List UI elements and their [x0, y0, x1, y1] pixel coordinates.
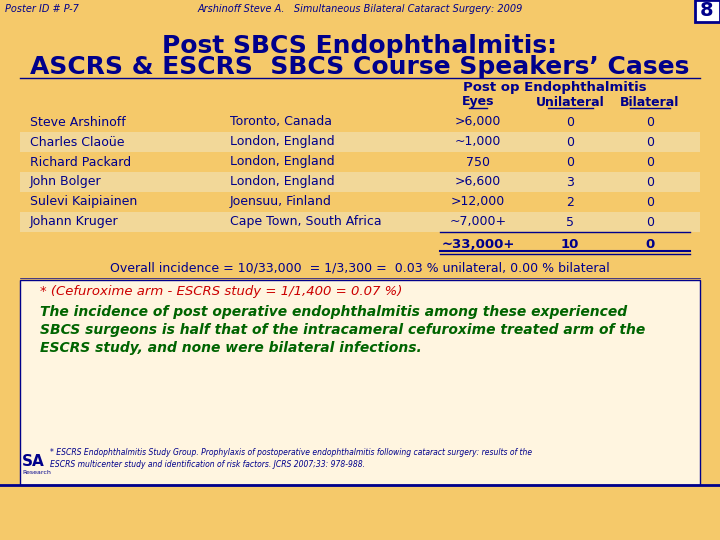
Text: Toronto, Canada: Toronto, Canada: [230, 116, 332, 129]
Text: SBCS surgeons is half that of the intracameral cefuroxime treated arm of the: SBCS surgeons is half that of the intrac…: [40, 323, 645, 337]
Text: Arshinoff Steve A.   Simultaneous Bilateral Cataract Surgery: 2009: Arshinoff Steve A. Simultaneous Bilatera…: [197, 4, 523, 14]
Text: London, England: London, England: [230, 156, 335, 168]
Text: Bilateral: Bilateral: [621, 96, 680, 109]
Text: Charles Claoüe: Charles Claoüe: [30, 136, 125, 148]
Text: 0: 0: [566, 156, 574, 168]
Text: >6,600: >6,600: [455, 176, 501, 188]
Text: ~1,000: ~1,000: [455, 136, 501, 148]
Text: Eyes: Eyes: [462, 96, 494, 109]
Text: London, England: London, England: [230, 136, 335, 148]
Text: 0: 0: [646, 195, 654, 208]
Text: Sulevi Kaipiainen: Sulevi Kaipiainen: [30, 195, 138, 208]
Text: * (Cefuroxime arm - ESCRS study = 1/1,400 = 0.07 %): * (Cefuroxime arm - ESCRS study = 1/1,40…: [40, 285, 402, 298]
Text: 0: 0: [566, 116, 574, 129]
Text: John Bolger: John Bolger: [30, 176, 102, 188]
FancyBboxPatch shape: [20, 280, 700, 485]
Text: The incidence of post operative endophthalmitis among these experienced: The incidence of post operative endophth…: [40, 305, 627, 319]
Text: Cape Town, South Africa: Cape Town, South Africa: [230, 215, 382, 228]
Text: Post op Endophthalmitis: Post op Endophthalmitis: [463, 82, 647, 94]
Text: 10: 10: [561, 238, 579, 251]
Text: ESCRS study, and none were bilateral infections.: ESCRS study, and none were bilateral inf…: [40, 341, 422, 355]
Text: Joensuu, Finland: Joensuu, Finland: [230, 195, 332, 208]
FancyBboxPatch shape: [20, 132, 700, 152]
Text: ESCRS multicenter study and identification of risk factors. JCRS 2007;33: 978-98: ESCRS multicenter study and identificati…: [50, 460, 365, 469]
Text: Richard Packard: Richard Packard: [30, 156, 131, 168]
Text: ~33,000+: ~33,000+: [441, 238, 515, 251]
Text: ~7,000+: ~7,000+: [449, 215, 507, 228]
Text: 5: 5: [566, 215, 574, 228]
Text: >6,000: >6,000: [455, 116, 501, 129]
Text: Steve Arshinoff: Steve Arshinoff: [30, 116, 126, 129]
Text: ASCRS & ESCRS  SBCS Course Speakers’ Cases: ASCRS & ESCRS SBCS Course Speakers’ Case…: [30, 55, 690, 79]
Text: Post SBCS Endophthalmitis:: Post SBCS Endophthalmitis:: [163, 34, 557, 58]
Text: London, England: London, England: [230, 176, 335, 188]
Text: 750: 750: [466, 156, 490, 168]
FancyBboxPatch shape: [0, 0, 720, 20]
Text: 0: 0: [646, 116, 654, 129]
Text: * ESCRS Endophthalmitis Study Group. Prophylaxis of postoperative endophthalmiti: * ESCRS Endophthalmitis Study Group. Pro…: [50, 448, 532, 457]
Text: Unilateral: Unilateral: [536, 96, 604, 109]
FancyBboxPatch shape: [20, 212, 700, 232]
Text: 2: 2: [566, 195, 574, 208]
Text: >12,000: >12,000: [451, 195, 505, 208]
Text: 8: 8: [700, 2, 714, 21]
Text: 3: 3: [566, 176, 574, 188]
Text: Poster ID # P-7: Poster ID # P-7: [5, 4, 79, 14]
Text: 0: 0: [646, 215, 654, 228]
Text: 0: 0: [645, 238, 654, 251]
Text: 0: 0: [566, 136, 574, 148]
Text: 0: 0: [646, 136, 654, 148]
Text: 0: 0: [646, 156, 654, 168]
FancyBboxPatch shape: [20, 172, 700, 192]
FancyBboxPatch shape: [695, 0, 720, 22]
Text: Research: Research: [22, 469, 51, 475]
Text: SA: SA: [22, 455, 45, 469]
Text: 0: 0: [646, 176, 654, 188]
Text: Johann Kruger: Johann Kruger: [30, 215, 119, 228]
Text: Overall incidence = 10/33,000  = 1/3,300 =  0.03 % unilateral, 0.00 % bilateral: Overall incidence = 10/33,000 = 1/3,300 …: [110, 261, 610, 274]
